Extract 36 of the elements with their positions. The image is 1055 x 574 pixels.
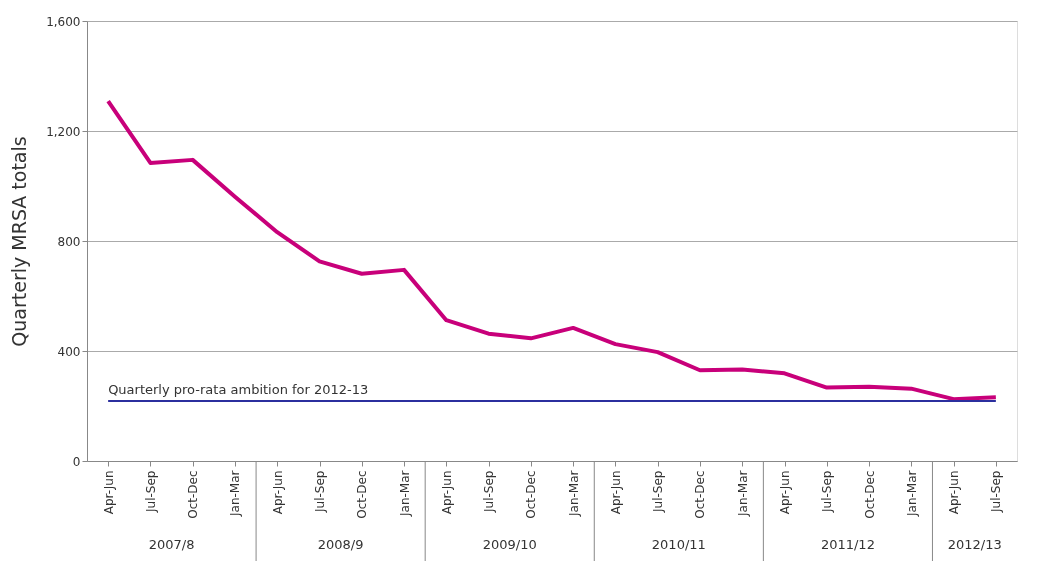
x-tick-label: Jan-Mar <box>228 470 243 517</box>
y-tick-label: 1,200 <box>46 124 81 139</box>
text: 2010/11 <box>651 537 706 552</box>
text: 2008/9 <box>317 537 364 552</box>
x-tick-label: Oct-Dec <box>355 470 370 519</box>
y-tick-label: 800 <box>57 234 81 249</box>
line-series <box>106 99 998 402</box>
x-tick-label: Jan-Mar <box>904 470 919 517</box>
x-tick-label: Oct-Dec <box>862 470 877 519</box>
x-tick-label: Oct-Dec <box>524 470 539 519</box>
x-tick-label: Apr-Jun <box>947 470 962 515</box>
text: 2007/8 <box>148 537 195 552</box>
ref-line-label: Quarterly pro-rata ambition for 2012-13 <box>108 382 369 398</box>
y-tick-label: 400 <box>57 344 81 359</box>
x-tick-label: Jul-Sep <box>482 470 497 513</box>
x-tick-label: Jan-Mar <box>735 470 750 517</box>
x-tick-label: Oct-Dec <box>186 470 201 519</box>
x-tick-label: Apr-Jun <box>439 470 454 515</box>
text: 2012/13 <box>947 537 1002 552</box>
text: 2009/10 <box>482 537 537 552</box>
x-tick-label: Jul-Sep <box>989 470 1004 513</box>
x-tick-label: Oct-Dec <box>693 470 708 519</box>
y-tick-label: 0 <box>72 454 81 469</box>
text: 2011/12 <box>820 537 875 552</box>
y-axis-title: Quarterly MRSA totals <box>8 136 31 347</box>
x-tick-label: Jul-Sep <box>651 470 666 513</box>
x-tick-label: Apr-Jun <box>270 470 285 515</box>
x-tick-label: Apr-Jun <box>778 470 792 515</box>
x-tick-label: Jan-Mar <box>566 470 581 517</box>
x-tick-label: Apr-Jun <box>101 470 116 515</box>
x-tick-label: Jul-Sep <box>143 470 158 513</box>
x-tick-label: Jul-Sep <box>313 470 327 513</box>
y-tick-label: 1,600 <box>46 14 81 29</box>
x-tick-label: Jul-Sep <box>820 470 835 513</box>
x-tick-label: Jan-Mar <box>397 470 412 517</box>
x-tick-label: Apr-Jun <box>608 470 623 515</box>
